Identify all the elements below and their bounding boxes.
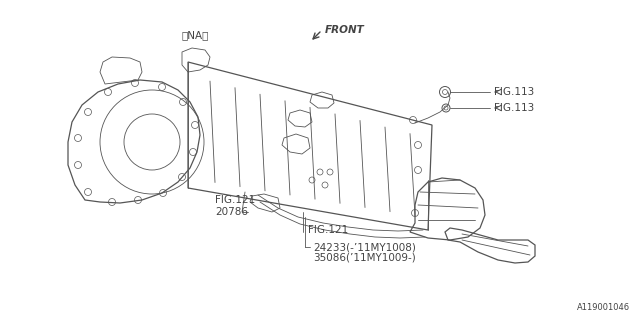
Text: 24233(-’11MY1008): 24233(-’11MY1008) [313, 242, 416, 252]
Text: FIG.113: FIG.113 [494, 87, 534, 97]
Text: A119001046: A119001046 [577, 303, 630, 312]
Text: 20786: 20786 [215, 207, 248, 217]
Text: FIG.121: FIG.121 [215, 195, 255, 205]
Text: FIG.113: FIG.113 [494, 103, 534, 113]
Text: 〈NA〉: 〈NA〉 [181, 30, 209, 40]
Text: FIG.121: FIG.121 [308, 225, 348, 235]
Text: FRONT: FRONT [325, 25, 365, 35]
Text: 35086(’11MY1009-): 35086(’11MY1009-) [313, 253, 416, 263]
